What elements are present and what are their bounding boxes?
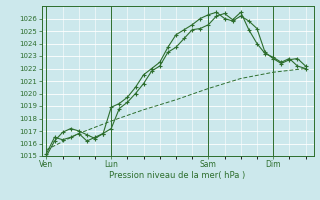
X-axis label: Pression niveau de la mer( hPa ): Pression niveau de la mer( hPa ) bbox=[109, 171, 246, 180]
